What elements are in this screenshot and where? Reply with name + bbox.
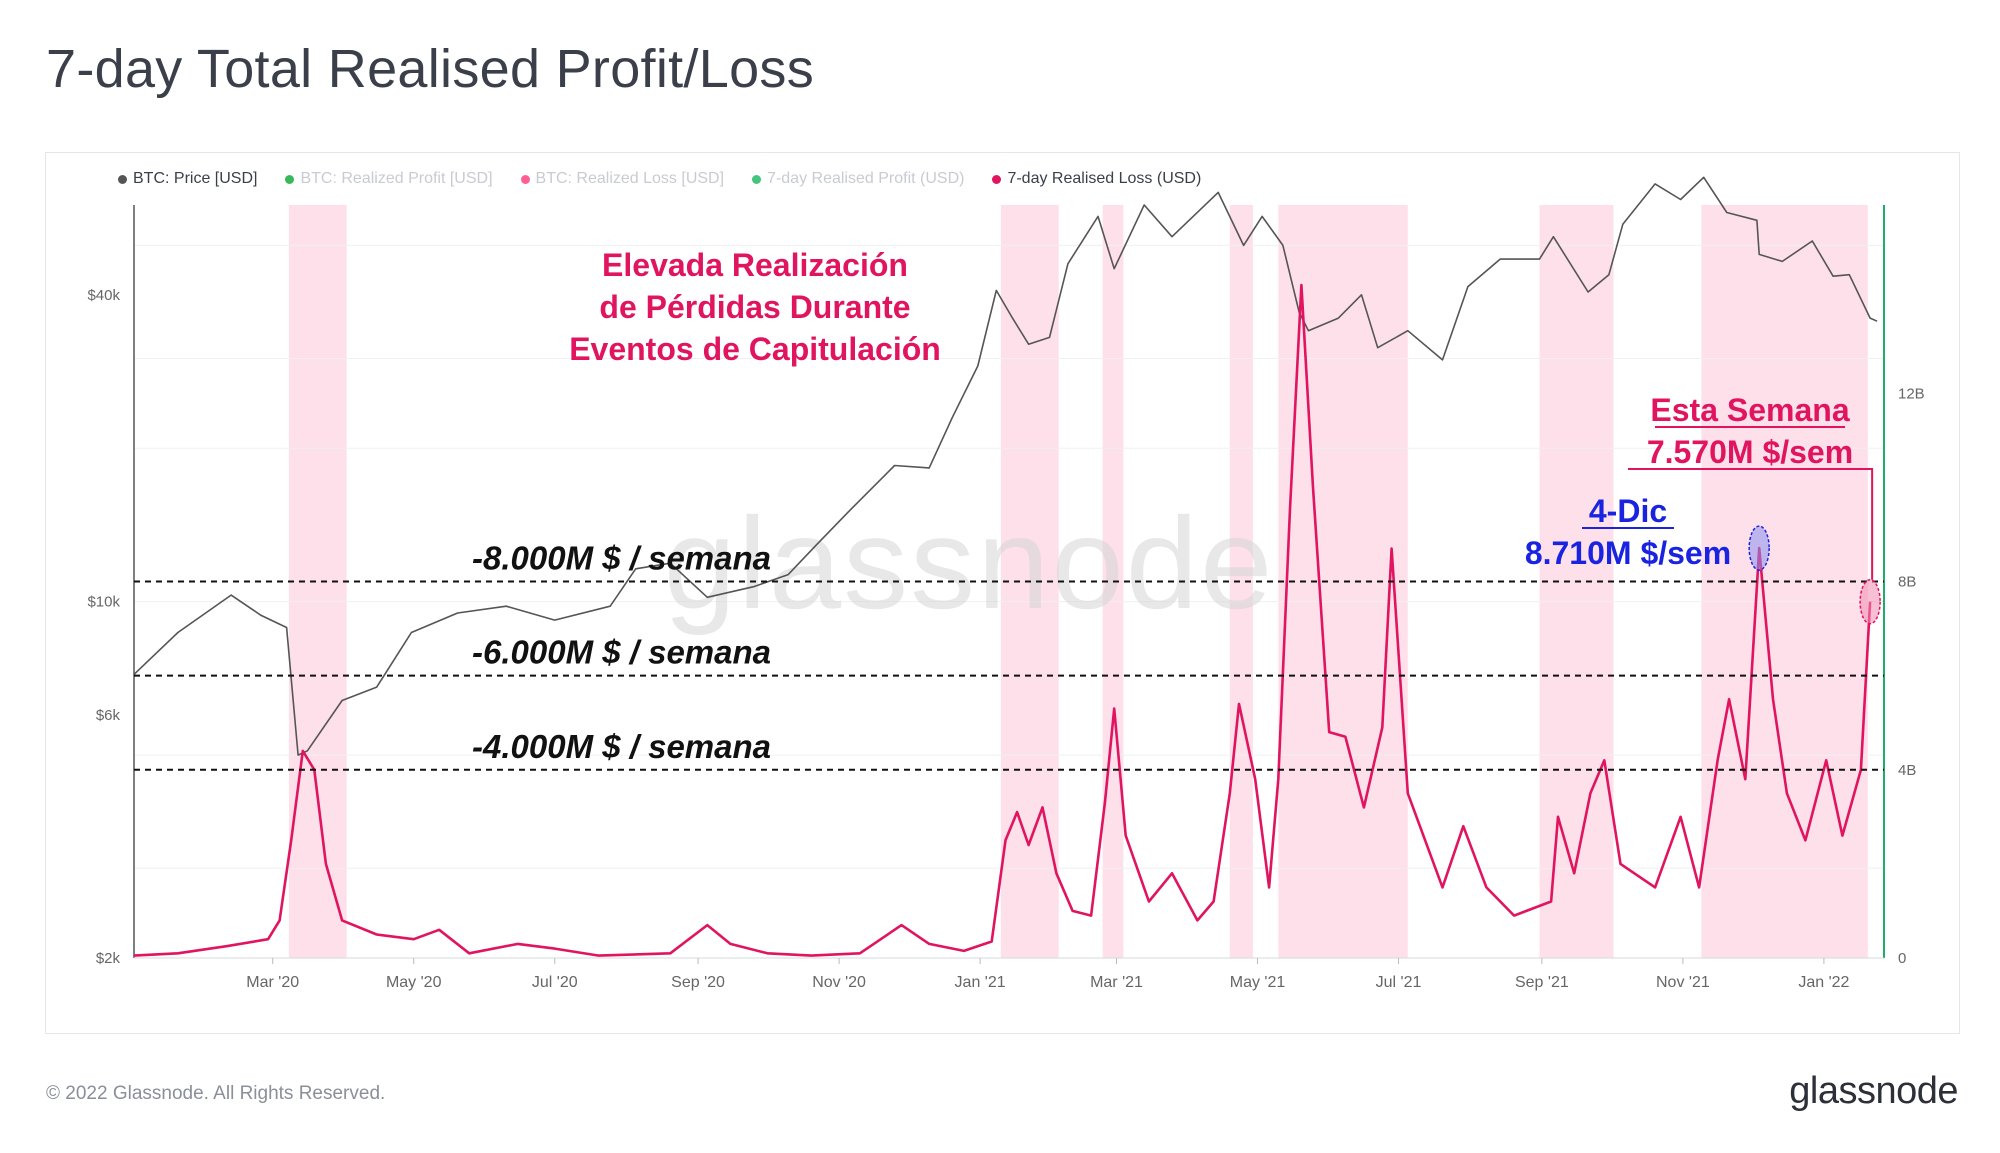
x-tick-label: May '20 — [386, 974, 442, 991]
legend-item-realized-loss[interactable]: BTC: Realized Loss [USD] — [520, 170, 725, 188]
page-title: 7-day Total Realised Profit/Loss — [46, 39, 814, 99]
y-left-tick-label: $40k — [87, 287, 120, 304]
legend-item-price[interactable]: BTC: Price [USD] — [118, 170, 257, 188]
legend-dot-icon — [992, 174, 1002, 184]
y-right-tick-label: 8B — [1898, 574, 1916, 591]
y-right-tick-label: 0 — [1898, 950, 1906, 967]
dec4-annotation: 4-Dic — [1589, 493, 1667, 529]
x-tick-label: Jan '21 — [955, 974, 1006, 991]
legend-dot-icon — [118, 174, 127, 184]
capitulation-annotation: Elevada Realización — [602, 247, 908, 283]
realised-loss-series-line — [133, 283, 1872, 957]
legend-item-7day-profit[interactable]: 7-day Realised Profit (USD) — [752, 170, 964, 188]
reference-line-label: -6.000M $ / semana — [472, 634, 771, 671]
x-tick-label: Sep '20 — [671, 974, 725, 991]
x-tick-label: Jul '20 — [532, 974, 578, 991]
watermark: glassnode — [664, 490, 1275, 636]
x-tick-label: Mar '20 — [246, 974, 299, 991]
legend-item-7day-loss[interactable]: 7-day Realised Loss (USD) — [992, 170, 1201, 188]
price-series-line — [133, 176, 1878, 756]
current-week-annotation: 7.570M $/sem — [1647, 434, 1853, 470]
current-week-annotation: Esta Semana — [1650, 392, 1849, 428]
y-right-tick-label: 4B — [1898, 762, 1916, 779]
y-left-tick-label: $6k — [96, 707, 121, 724]
legend-item-realized-profit[interactable]: BTC: Realized Profit [USD] — [285, 170, 493, 188]
legend-dot-icon — [520, 174, 530, 184]
y-right-tick-label: 12B — [1898, 385, 1925, 402]
glassnode-logo: glassnode — [1789, 1070, 1958, 1112]
legend-label: BTC: Realized Loss [USD] — [535, 170, 725, 187]
capitulation-band — [288, 205, 347, 958]
y-left-tick-label: $2k — [96, 950, 121, 967]
legend-label: BTC: Realized Profit [USD] — [300, 170, 493, 187]
y-left-tick-label: $10k — [87, 594, 120, 611]
legend-dot-icon — [752, 174, 762, 184]
x-tick-label: Sep '21 — [1515, 974, 1569, 991]
reference-line-label: -8.000M $ / semana — [472, 540, 771, 577]
copyright-text: © 2022 Glassnode. All Rights Reserved. — [46, 1083, 386, 1104]
x-tick-label: Jan '22 — [1798, 974, 1849, 991]
x-tick-label: Nov '20 — [812, 974, 866, 991]
dec4-highlight — [1748, 525, 1770, 571]
chart-panel — [45, 152, 1960, 1034]
x-tick-label: Mar '21 — [1090, 974, 1143, 991]
chart-legend: BTC: Price [USD] BTC: Realized Profit [U… — [118, 170, 1201, 188]
x-tick-label: Nov '21 — [1656, 974, 1710, 991]
legend-label: 7-day Realised Profit (USD) — [767, 170, 965, 187]
legend-label: 7-day Realised Loss (USD) — [1007, 170, 1202, 187]
current-week-leader-line — [1628, 468, 1874, 580]
reference-line-label: -4.000M $ / semana — [472, 728, 771, 765]
legend-label: BTC: Price [USD] — [133, 170, 258, 187]
current-week-highlight — [1859, 578, 1881, 625]
x-tick-label: Jul '21 — [1376, 974, 1422, 991]
capitulation-annotation: Eventos de Capitulación — [569, 331, 941, 367]
dec4-annotation: 8.710M $/sem — [1525, 535, 1731, 571]
legend-dot-icon — [285, 174, 295, 184]
capitulation-annotation: de Pérdidas Durante — [599, 289, 910, 325]
x-tick-label: May '21 — [1230, 974, 1286, 991]
